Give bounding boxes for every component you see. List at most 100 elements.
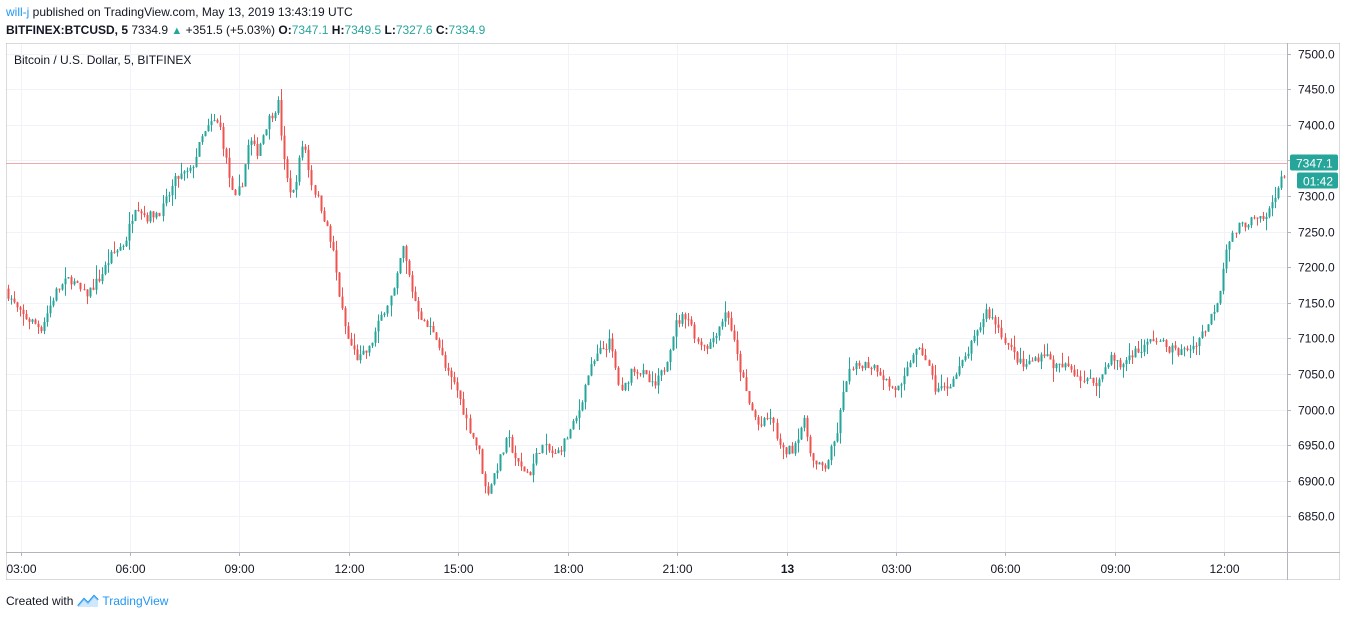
candle-up xyxy=(1116,360,1119,362)
candle-down xyxy=(22,309,25,315)
candle-down xyxy=(1022,358,1025,367)
candle-up xyxy=(593,361,596,364)
candle-up xyxy=(949,386,952,389)
candle-up xyxy=(1025,364,1028,367)
candle-down xyxy=(1131,355,1134,358)
candle-up xyxy=(596,353,599,362)
candle-down xyxy=(736,339,739,354)
candle-down xyxy=(614,351,617,368)
candle-down xyxy=(812,453,815,461)
candle-up xyxy=(1125,360,1128,365)
candle-down xyxy=(538,452,541,454)
candle-up xyxy=(429,325,432,327)
candle-down xyxy=(310,170,313,186)
candle-up xyxy=(979,327,982,331)
candle-down xyxy=(1174,345,1177,349)
candle-up xyxy=(657,375,660,386)
chart-title: Bitcoin / U.S. Dollar, 5, BITFINEX xyxy=(14,53,191,67)
candle-down xyxy=(876,365,879,372)
candle-up xyxy=(393,288,396,296)
candle-up xyxy=(1064,363,1067,368)
candle-up xyxy=(1159,340,1162,342)
candle-down xyxy=(13,298,16,303)
high-value: 7349.5 xyxy=(344,23,382,37)
candle-up xyxy=(277,99,280,114)
candle-up xyxy=(43,322,46,332)
candle-up xyxy=(961,360,964,367)
candle-up xyxy=(578,410,581,418)
candle-down xyxy=(645,369,648,375)
candle-down xyxy=(1061,363,1064,368)
time-tick-label: 09:00 xyxy=(1100,562,1130,576)
candle-up xyxy=(541,444,544,454)
candle-down xyxy=(286,159,289,179)
candlestick-chart[interactable]: Bitcoin / U.S. Dollar, 5, BITFINEX 6850.… xyxy=(6,43,1340,580)
candle-up xyxy=(49,305,52,314)
candle-up xyxy=(557,450,560,454)
candle-down xyxy=(320,195,323,211)
candle-down xyxy=(356,349,359,361)
candle-up xyxy=(192,167,195,169)
candle-up xyxy=(1058,363,1061,365)
candle-up xyxy=(390,295,393,306)
candle-up xyxy=(359,354,362,361)
candle-up xyxy=(162,203,165,217)
candle-down xyxy=(1186,348,1189,350)
candle-down xyxy=(456,382,459,391)
candle-down xyxy=(882,375,885,381)
candle-up xyxy=(1213,311,1216,314)
tradingview-logo-icon[interactable] xyxy=(77,594,100,608)
candle-down xyxy=(554,452,557,454)
candle-down xyxy=(1244,222,1247,228)
candle-down xyxy=(730,317,733,331)
candle-down xyxy=(678,320,681,324)
candle-up xyxy=(1201,331,1204,338)
candle-down xyxy=(621,384,624,391)
candle-up xyxy=(1143,344,1146,352)
candle-up xyxy=(769,417,772,419)
candle-up xyxy=(1104,367,1107,375)
author-link[interactable]: will-j xyxy=(6,5,30,19)
high-label: H: xyxy=(331,23,345,37)
time-tick-label: 21:00 xyxy=(662,562,692,576)
candle-down xyxy=(1165,340,1168,347)
tradingview-link[interactable]: TradingView xyxy=(102,594,169,608)
candle-down xyxy=(1031,360,1034,362)
candle-up xyxy=(134,209,137,221)
candle-up xyxy=(763,418,766,426)
candle-down xyxy=(462,399,465,415)
current-price-badge: 7347.1 xyxy=(1290,154,1338,171)
candle-down xyxy=(867,362,870,369)
candle-down xyxy=(317,194,320,196)
current-price-label: 7347.1 xyxy=(1296,157,1333,171)
candle-up xyxy=(183,171,186,174)
candle-down xyxy=(1000,327,1003,338)
candle-down xyxy=(459,390,462,400)
candle-up xyxy=(46,313,49,323)
candle-down xyxy=(241,186,244,188)
candle-down xyxy=(326,221,329,226)
price-tick-label: 7250.0 xyxy=(1298,226,1335,240)
candle-down xyxy=(700,341,703,346)
candle-down xyxy=(785,447,788,455)
candle-up xyxy=(292,189,295,193)
candle-down xyxy=(870,368,873,370)
candle-up xyxy=(897,385,900,390)
candle-up xyxy=(1171,345,1174,353)
chart-area[interactable]: Bitcoin / U.S. Dollar, 5, BITFINEX 6850.… xyxy=(6,43,1340,580)
candle-down xyxy=(1016,352,1019,363)
candle-down xyxy=(733,330,736,340)
candle-up xyxy=(274,113,277,119)
candle-down xyxy=(523,466,526,472)
candle-up xyxy=(1265,216,1268,220)
candle-down xyxy=(706,345,709,349)
candle-up xyxy=(89,287,92,297)
candle-down xyxy=(341,296,344,309)
candle-down xyxy=(447,367,450,371)
candle-up xyxy=(107,263,110,265)
candle-up xyxy=(1231,232,1234,242)
time-tick-label: 12:00 xyxy=(334,562,364,576)
candle-down xyxy=(79,282,82,290)
candle-down xyxy=(648,374,651,383)
candle-down xyxy=(481,449,484,474)
